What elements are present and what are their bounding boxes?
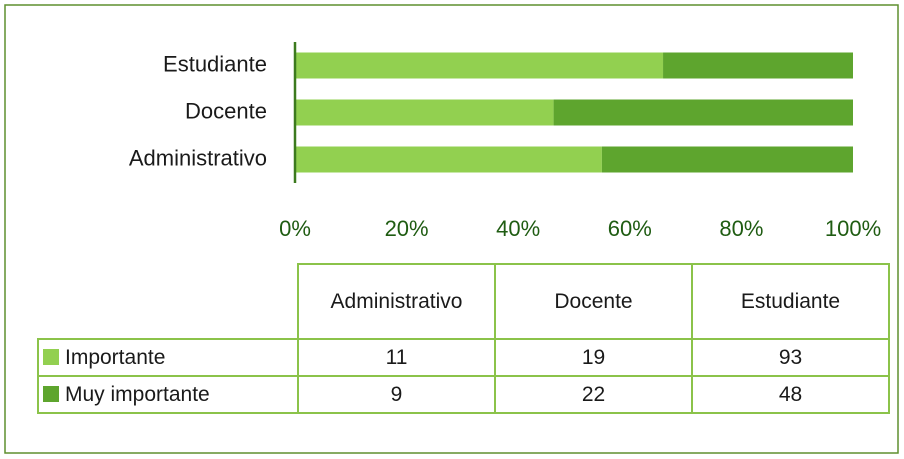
y-tick-label: Administrativo xyxy=(129,145,267,170)
table-header-cell: Docente xyxy=(494,263,693,340)
bar-segment xyxy=(295,52,664,79)
table-cell: 9 xyxy=(297,375,496,414)
bar-segment xyxy=(553,99,853,126)
data-table: Administrativo Docente Estudiante Important… xyxy=(37,263,890,414)
x-tick-label: 80% xyxy=(719,216,763,241)
x-tick-label: 20% xyxy=(385,216,429,241)
bar-segment xyxy=(601,146,853,173)
legend-label: Importante xyxy=(65,345,166,369)
x-tick-label: 60% xyxy=(608,216,652,241)
bar-segment xyxy=(295,99,554,126)
table-header-row: Administrativo Docente Estudiante xyxy=(38,263,890,340)
table-row-label: Muy importante xyxy=(37,375,299,414)
x-tick-label: 100% xyxy=(825,216,881,241)
x-tick-label: 40% xyxy=(496,216,540,241)
frame xyxy=(4,4,899,454)
table-cell: 11 xyxy=(297,338,496,377)
table-row-label: Importante xyxy=(37,338,299,377)
table-header-cell: Estudiante xyxy=(691,263,890,340)
table-cell: 19 xyxy=(494,338,693,377)
table-corner xyxy=(38,264,298,339)
table-row: Importante 11 19 93 xyxy=(37,338,890,377)
bar-segment xyxy=(295,146,602,173)
table-row: Muy importante 9 22 48 xyxy=(37,375,890,414)
table-header-cell: Administrativo xyxy=(297,263,496,340)
table-cell: 93 xyxy=(691,338,890,377)
legend-key xyxy=(43,348,59,365)
bar-segment xyxy=(663,52,853,79)
y-tick-label: Estudiante xyxy=(163,51,267,76)
x-tick-label: 0% xyxy=(279,216,311,241)
legend-key xyxy=(43,385,59,402)
table-cell: 48 xyxy=(691,375,890,414)
table-cell: 22 xyxy=(494,375,693,414)
legend-label: Muy importante xyxy=(65,382,210,406)
y-tick-label: Docente xyxy=(185,98,267,123)
